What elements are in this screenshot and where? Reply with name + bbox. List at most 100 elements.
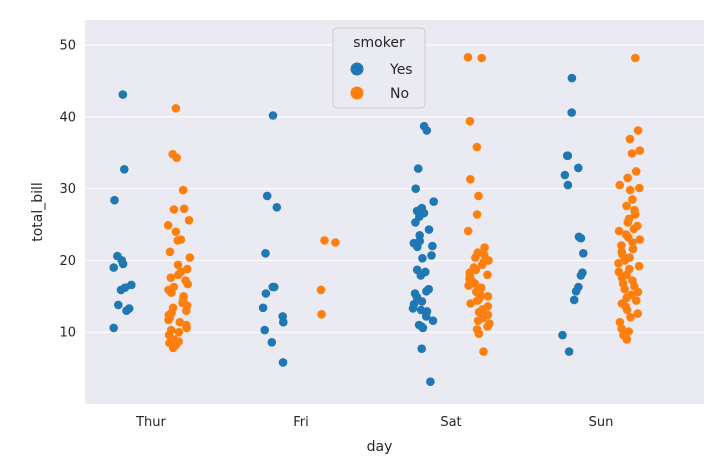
data-point-yes [427, 251, 436, 260]
legend-label-no: No [390, 86, 409, 102]
data-point-yes [118, 90, 128, 99]
data-point-yes [408, 304, 418, 313]
data-point-no [185, 253, 195, 262]
data-point-yes [114, 300, 123, 310]
data-point-yes [279, 317, 288, 327]
data-point-no [174, 270, 183, 280]
data-point-no [471, 253, 480, 262]
data-point-no [628, 238, 637, 247]
data-point-yes [413, 164, 423, 173]
data-point-yes [564, 347, 574, 356]
data-point-yes [418, 323, 428, 333]
data-point-no [625, 185, 635, 195]
data-point-no [617, 324, 626, 333]
data-point-no [183, 279, 192, 289]
data-point-no [635, 235, 645, 244]
data-point-no [480, 243, 489, 252]
data-point-no [178, 185, 188, 195]
data-point-yes [421, 312, 431, 321]
data-point-no [620, 256, 630, 265]
x-tick-labels: Thur Fri Sat Sun [135, 415, 613, 430]
data-point-no [622, 201, 631, 211]
data-point-yes [268, 282, 278, 292]
data-point-no [623, 218, 633, 227]
data-point-no [614, 259, 623, 268]
data-point-yes [262, 191, 272, 201]
data-point-yes [416, 271, 426, 280]
y-axis-label: total_bill [30, 182, 46, 242]
data-point-yes [109, 263, 118, 272]
data-point-no [633, 126, 643, 135]
data-point-no [628, 195, 637, 204]
y-tick-labels: 10 20 30 40 50 [59, 39, 76, 341]
data-point-yes [426, 377, 435, 387]
data-point-no [317, 310, 326, 319]
data-point-no [173, 236, 182, 245]
data-point-no [163, 221, 173, 230]
data-point-yes [574, 163, 583, 173]
data-point-yes [122, 306, 131, 316]
data-point-yes [120, 165, 129, 174]
data-point-no [631, 167, 641, 176]
data-point-yes [268, 111, 278, 120]
data-point-no [165, 247, 175, 257]
data-point-no [171, 104, 181, 113]
data-point-yes [424, 225, 434, 234]
data-point-yes [411, 218, 420, 227]
data-point-no [466, 299, 475, 308]
y-tick-label: 30 [59, 182, 76, 197]
data-point-no [483, 322, 492, 331]
data-point-yes [109, 323, 118, 333]
data-point-no [635, 146, 645, 155]
data-point-no [633, 287, 643, 297]
data-point-no [331, 238, 340, 247]
data-point-no [630, 210, 640, 219]
y-tick-label: 10 [59, 326, 76, 341]
data-point-no [632, 296, 641, 305]
data-point-yes [116, 285, 126, 295]
data-point-no [320, 236, 329, 245]
legend-marker-yes [350, 62, 364, 76]
data-point-no [171, 227, 181, 236]
data-point-yes [110, 195, 119, 205]
data-point-no [463, 226, 473, 236]
data-point-no [627, 149, 637, 158]
data-point-no [167, 288, 176, 298]
data-point-yes [569, 295, 579, 305]
data-point-yes [418, 253, 427, 263]
data-point-yes [579, 249, 588, 258]
data-point-no [179, 204, 189, 214]
data-point-no [474, 329, 484, 339]
data-point-no [622, 293, 631, 303]
data-point-no [615, 180, 624, 190]
data-point-yes [576, 233, 586, 243]
data-point-yes [118, 259, 128, 269]
data-point-no [628, 244, 638, 254]
legend: smoker Yes No [332, 27, 426, 109]
x-tick-label: Fri [293, 415, 309, 430]
data-point-no [169, 205, 179, 214]
data-point-yes [422, 126, 432, 135]
legend-label-yes: Yes [389, 62, 413, 78]
legend-title: smoker [353, 35, 405, 51]
data-point-no [166, 273, 176, 283]
data-point-yes [428, 316, 438, 326]
data-point-no [168, 343, 178, 353]
data-point-no [483, 270, 492, 280]
data-point-yes [261, 249, 270, 258]
x-tick-label: Thur [135, 415, 166, 430]
data-point-yes [278, 358, 288, 367]
data-point-yes [413, 242, 422, 252]
y-tick-label: 50 [59, 39, 76, 54]
data-point-no [173, 260, 183, 270]
data-point-no [182, 306, 191, 316]
data-point-no [465, 116, 475, 126]
data-point-no [626, 312, 635, 322]
data-point-no [184, 216, 194, 225]
legend-items: Yes No [350, 62, 413, 102]
data-point-no [620, 284, 629, 294]
data-point-no [623, 173, 632, 183]
data-point-no [633, 309, 642, 318]
data-point-yes [261, 289, 271, 298]
data-point-no [614, 226, 624, 236]
